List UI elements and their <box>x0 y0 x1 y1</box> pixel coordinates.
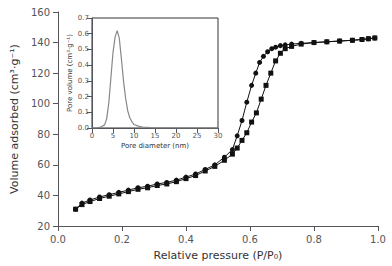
svg-text:0.2: 0.2 <box>114 234 130 245</box>
svg-text:80: 80 <box>37 129 50 140</box>
svg-text:Pore volume (cm³·g⁻¹): Pore volume (cm³·g⁻¹) <box>66 34 74 112</box>
svg-text:20: 20 <box>172 132 181 140</box>
svg-text:0.6: 0.6 <box>78 30 90 38</box>
svg-text:0.5: 0.5 <box>78 45 89 53</box>
svg-text:Pore diameter (nm): Pore diameter (nm) <box>121 142 189 150</box>
svg-text:Relative pressure (P/P₀): Relative pressure (P/P₀) <box>154 249 283 262</box>
svg-text:140: 140 <box>31 37 50 48</box>
svg-text:0.4: 0.4 <box>78 61 90 69</box>
svg-text:25: 25 <box>193 132 202 140</box>
svg-text:40: 40 <box>37 190 50 201</box>
svg-text:5: 5 <box>111 132 115 140</box>
svg-text:120: 120 <box>31 68 50 79</box>
svg-text:0.8: 0.8 <box>306 234 322 245</box>
svg-text:30: 30 <box>214 132 223 140</box>
svg-text:0: 0 <box>90 132 94 140</box>
svg-text:15: 15 <box>151 132 160 140</box>
svg-text:160: 160 <box>31 7 50 18</box>
svg-text:0.1: 0.1 <box>78 108 89 116</box>
svg-text:0.0: 0.0 <box>50 234 66 245</box>
svg-text:0.4: 0.4 <box>178 234 194 245</box>
svg-text:0.7: 0.7 <box>78 14 89 22</box>
svg-text:0.3: 0.3 <box>78 77 89 85</box>
svg-text:10: 10 <box>130 132 139 140</box>
svg-text:20: 20 <box>37 221 50 232</box>
svg-text:0.6: 0.6 <box>242 234 258 245</box>
svg-text:0.2: 0.2 <box>78 93 89 101</box>
svg-text:Volume adsorbed (cm³·g⁻¹): Volume adsorbed (cm³·g⁻¹) <box>8 44 21 194</box>
svg-text:1.0: 1.0 <box>370 234 386 245</box>
svg-text:60: 60 <box>37 159 50 170</box>
svg-text:0.0: 0.0 <box>78 124 89 132</box>
svg-text:100: 100 <box>31 98 50 109</box>
